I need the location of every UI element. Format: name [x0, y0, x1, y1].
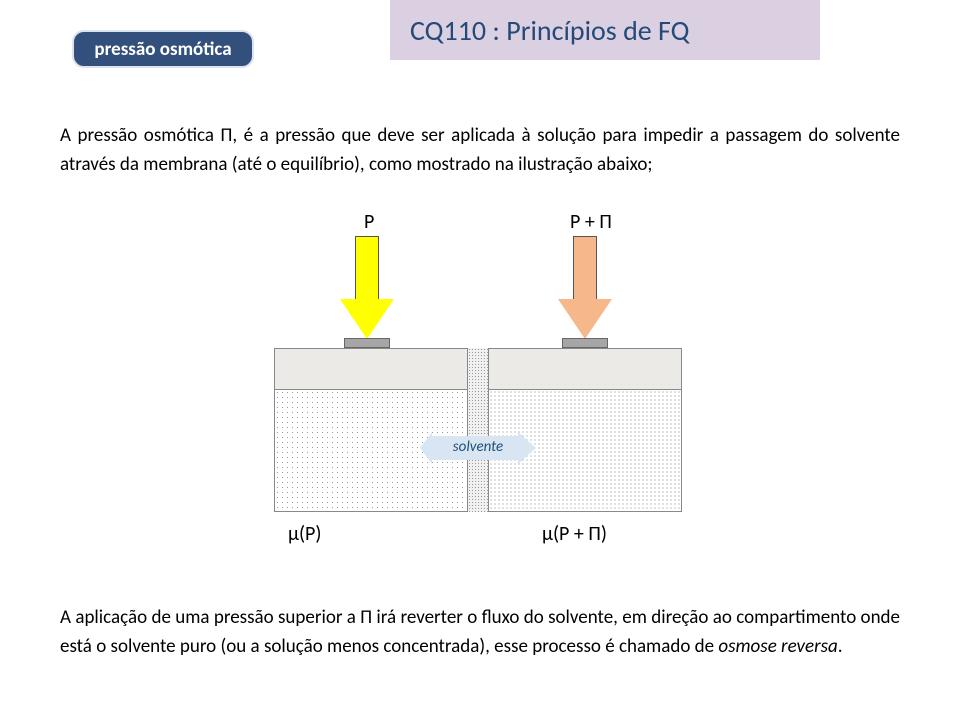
- piston-right: [562, 338, 608, 348]
- solvent-label: solvente: [420, 438, 536, 456]
- header-band: CQ110 : Princípios de FQ: [390, 0, 820, 60]
- arrow-pressure-right: [558, 236, 612, 342]
- label-mu-right: μ(P + Π): [542, 522, 607, 546]
- solvent-flow-arrow: solvente: [420, 432, 536, 464]
- slide: CQ110 : Princípios de FQ pressão osmótic…: [0, 0, 960, 714]
- label-mu-left: μ(P): [288, 522, 321, 546]
- topic-badge: pressão osmótica: [72, 30, 254, 68]
- container-top-right: [488, 348, 682, 390]
- course-title: CQ110 : Princípios de FQ: [410, 13, 690, 48]
- paragraph-conclusion: A aplicação de uma pressão superior a Π …: [60, 604, 900, 661]
- label-pressure-right: P + Π: [570, 210, 612, 234]
- membrane: [468, 348, 488, 512]
- topic-label: pressão osmótica: [94, 38, 231, 61]
- paragraph2-em: osmose reversa: [718, 635, 837, 658]
- osmosis-diagram: P P + Π solvente μ(P) μ(P + Π): [268, 210, 688, 560]
- paragraph2-text-post: .: [838, 635, 843, 658]
- label-pressure-left: P: [364, 210, 374, 234]
- container-top-left: [274, 348, 468, 390]
- paragraph-intro: A pressão osmótica Π, é a pressão que de…: [60, 122, 900, 179]
- arrow-pressure-left: [340, 236, 394, 342]
- piston-left: [344, 338, 390, 348]
